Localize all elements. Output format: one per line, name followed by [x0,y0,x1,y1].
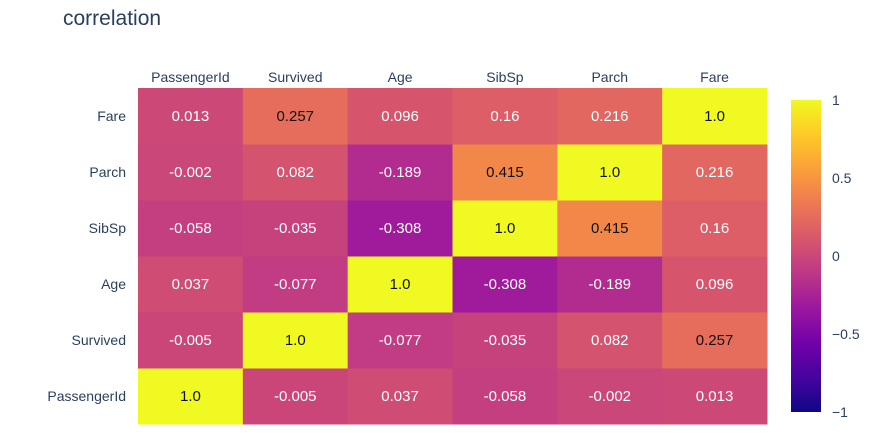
y-tick-label: SibSp [89,220,127,236]
heatmap-cell [242,144,349,201]
heatmap-cell [557,200,663,257]
heatmap-cell [242,88,349,145]
heatmap-cell [662,256,768,313]
cell-value-label: 0.16 [490,108,519,125]
heatmap-cell [347,368,453,425]
cell-value-label: 0.16 [700,220,729,237]
y-tick-label: PassengerId [47,388,126,404]
heatmap-cell [138,88,244,145]
cell-value-label: 0.415 [591,220,629,237]
heatmap-cell [662,88,768,145]
cell-value-label: -0.189 [379,164,422,181]
cell-value-label: 1.0 [704,108,725,125]
x-tick-label: Parch [591,69,628,85]
x-tick-label: Age [388,69,413,85]
heatmap-cell [662,312,768,369]
x-tick-label: SibSp [486,69,524,85]
cell-value-label: 0.013 [696,388,734,405]
cell-value-label: -0.002 [588,388,631,405]
heatmap-cell [557,312,663,369]
heatmap-cell [347,256,453,313]
cell-value-label: 0.216 [696,164,734,181]
heatmap-cell [138,368,244,425]
cell-value-label: -0.077 [379,332,422,349]
cell-value-label: 1.0 [494,220,515,237]
heatmap-cell [242,368,349,425]
heatmap-cell [452,256,558,313]
cell-value-label: -0.002 [169,164,212,181]
x-tick-label: Fare [700,69,729,85]
cell-value-label: 0.082 [276,164,314,181]
heatmap-cell [138,144,244,201]
heatmap-cell [138,256,244,313]
heatmap-cell [662,144,768,201]
cell-value-label: -0.308 [484,276,527,293]
heatmap-cell [242,256,349,313]
x-tick-label: PassengerId [151,69,230,85]
cell-value-label: 0.013 [172,108,210,125]
heatmap-cell [662,200,768,257]
heatmap-cell [662,368,768,425]
cell-value-label: 1.0 [390,276,411,293]
cell-value-label: 0.037 [172,276,210,293]
colorbar-tick-label: 0 [832,248,840,264]
heatmap-cell [347,144,453,201]
cell-value-label: 0.216 [591,108,629,125]
heatmap-cell [347,312,453,369]
heatmap-cell [242,200,349,257]
cell-value-label: -0.058 [169,220,212,237]
heatmap-cell [452,368,558,425]
cell-value-label: 0.415 [486,164,524,181]
x-axis-ticks: PassengerId Survived Age SibSp Parch Fare [151,69,729,85]
cell-value-label: -0.005 [169,332,212,349]
heatmap-cell [557,88,663,145]
cell-value-label: -0.035 [484,332,527,349]
heatmap-cell [452,200,558,257]
colorbar-tick-label: −0.5 [832,326,860,342]
cell-value-label: -0.035 [274,220,317,237]
y-axis-ticks: PassengerId Survived Age SibSp Parch Fare [47,108,126,404]
cell-value-label: -0.077 [274,276,317,293]
cell-value-label: -0.308 [379,220,422,237]
chart-title: correlation [63,7,161,30]
colorbar: 1 0.5 0 −0.5 −1 [791,92,860,420]
y-tick-label: Age [101,276,126,292]
colorbar-tick-label: 0.5 [832,170,852,186]
cell-value-label: 0.096 [381,108,419,125]
heatmap-cell [347,88,453,145]
heatmap-cell [452,88,558,145]
heatmap-cell [452,312,558,369]
heatmap-cell [138,312,244,369]
colorbar-tick-label: −1 [832,404,848,420]
cell-value-label: 1.0 [599,164,620,181]
cell-value-label: 0.037 [381,388,419,405]
x-tick-label: Survived [268,69,322,85]
heatmap-cell [557,256,663,313]
heatmap-cell [452,144,558,201]
cell-value-label: -0.005 [274,388,317,405]
cell-value-label: -0.189 [588,276,631,293]
y-tick-label: Survived [72,332,126,348]
cell-value-label: 0.096 [696,276,734,293]
heatmap-cell [138,200,244,257]
colorbar-gradient [791,100,821,412]
y-tick-label: Fare [97,108,126,124]
cell-value-label: -0.058 [484,388,527,405]
colorbar-ticks: 1 0.5 0 −0.5 −1 [832,92,860,420]
heatmap-cell [557,144,663,201]
y-tick-label: Parch [89,164,126,180]
heatmap-cell [557,368,663,425]
cell-value-label: 0.257 [276,108,314,125]
cell-value-label: 1.0 [285,332,306,349]
cell-value-label: 0.257 [696,332,734,349]
cell-value-label: 0.082 [591,332,629,349]
heatmap-cell [347,200,453,257]
heatmap-cell [242,312,349,369]
cell-value-label: 1.0 [180,388,201,405]
heatmap-cells: 1.0 -0.005 0.037 -0.058 -0.002 0.013 -0.005 1.0… [138,88,768,425]
colorbar-tick-label: 1 [832,92,840,108]
